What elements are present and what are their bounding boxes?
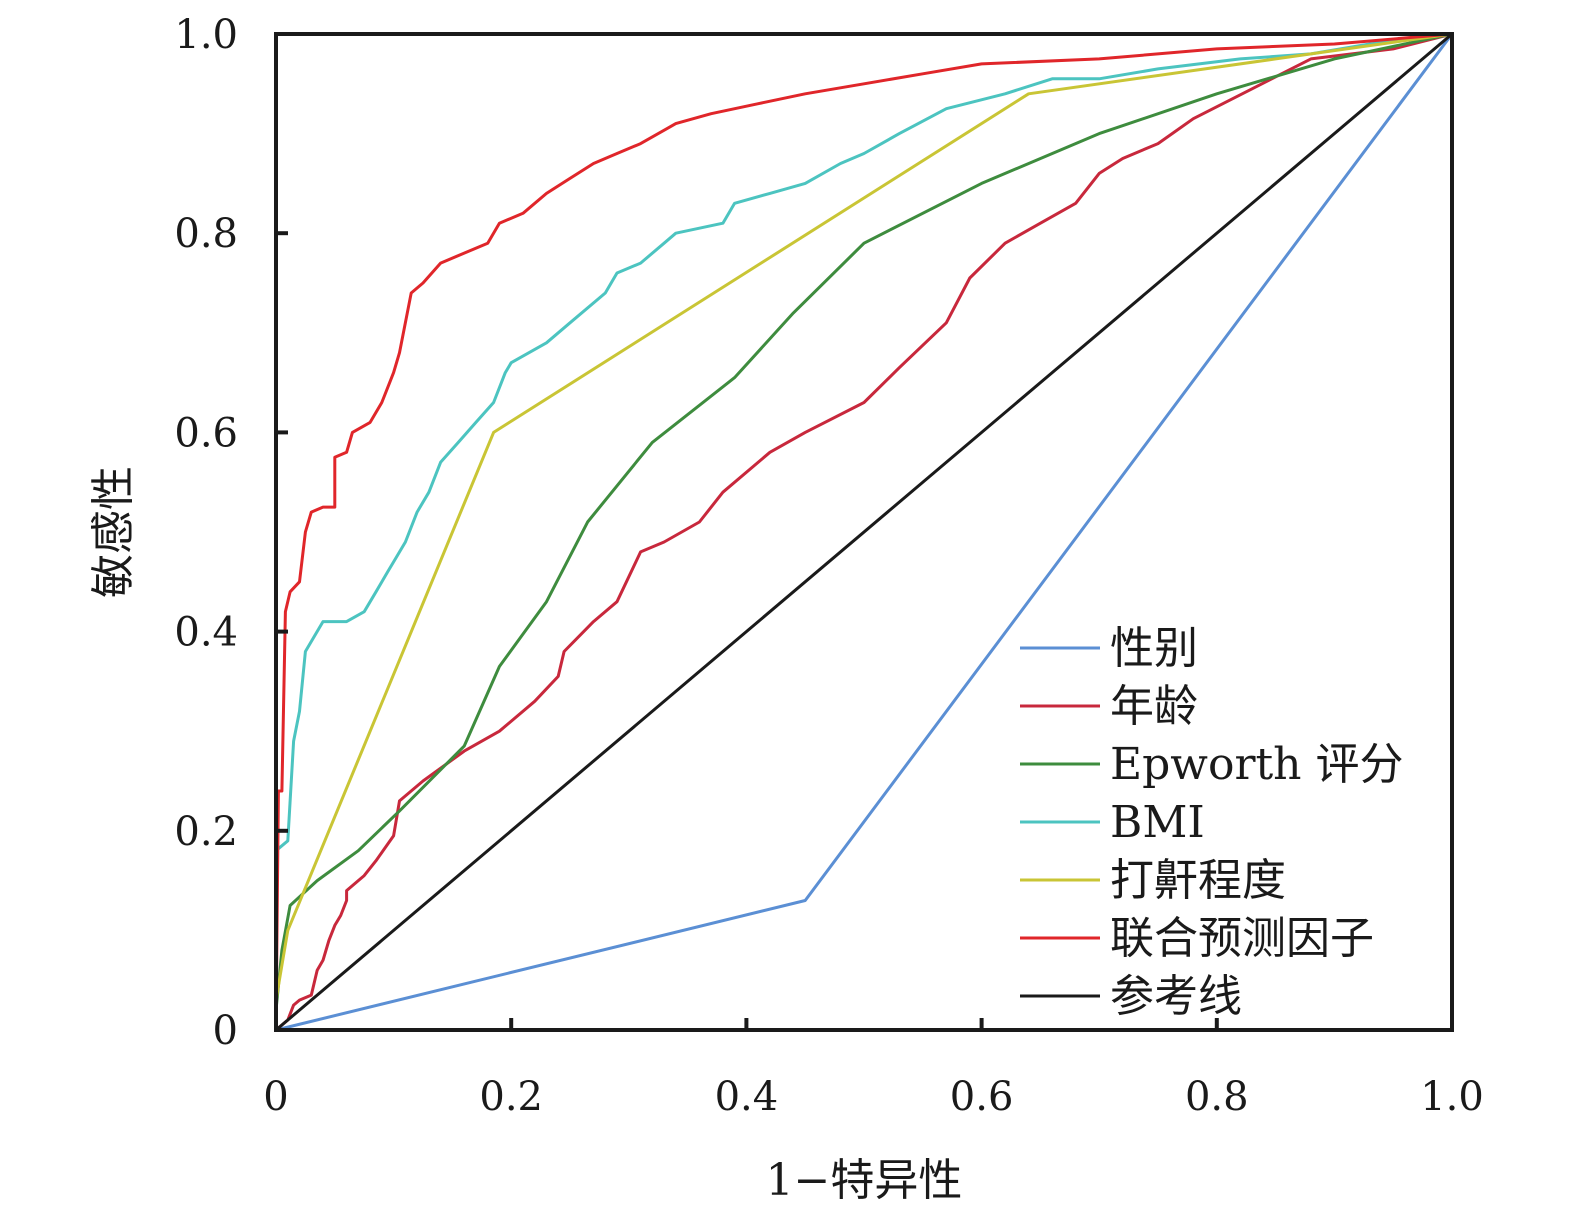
x-tick-label: 1.0 bbox=[1420, 1074, 1484, 1120]
series-line-1 bbox=[275, 32, 1453, 1032]
series-line-5 bbox=[274, 32, 1453, 1031]
legend-label-2: Epworth 评分 bbox=[1110, 739, 1403, 790]
legend-label-1: 年龄 bbox=[1110, 681, 1198, 732]
x-axis-title: 1−特异性 bbox=[766, 1155, 963, 1206]
legend-label-6: 参考线 bbox=[1110, 971, 1242, 1022]
series-line-2 bbox=[274, 32, 1453, 1011]
series-line-4 bbox=[274, 32, 1453, 1001]
y-tick-label: 0.2 bbox=[174, 809, 238, 855]
x-tick-label: 0.2 bbox=[479, 1074, 543, 1120]
series-line-0 bbox=[275, 33, 1454, 1032]
x-tick-label: 0.8 bbox=[1185, 1074, 1249, 1120]
y-tick-label: 0.8 bbox=[174, 211, 238, 257]
series-line-3 bbox=[275, 32, 1453, 852]
y-tick-label: 1.0 bbox=[174, 12, 238, 58]
series-lines bbox=[274, 32, 1454, 1032]
legend-label-5: 联合预测因子 bbox=[1110, 913, 1374, 964]
legend-label-0: 性别 bbox=[1110, 623, 1198, 674]
y-axis-title: 敏感性 bbox=[88, 466, 139, 598]
x-tick-label: 0.4 bbox=[715, 1074, 779, 1120]
legend-label-3: BMI bbox=[1110, 797, 1205, 848]
axis-ticks: 0 0.2 0.4 0.6 0.8 1.0 0 0.2 0.4 0.6 0.8 1.0 bbox=[174, 12, 1483, 1120]
legend-label-4: 打鼾程度 bbox=[1110, 855, 1286, 906]
y-tick-label: 0.6 bbox=[174, 410, 238, 456]
x-tick-label: 0.6 bbox=[950, 1074, 1014, 1120]
x-tick-label: 0 bbox=[263, 1074, 288, 1120]
series-line-6 bbox=[275, 32, 1453, 1032]
y-tick-label: 0.4 bbox=[174, 610, 238, 656]
y-tick-label: 0 bbox=[213, 1008, 238, 1054]
plot-frame bbox=[274, 32, 1454, 1032]
